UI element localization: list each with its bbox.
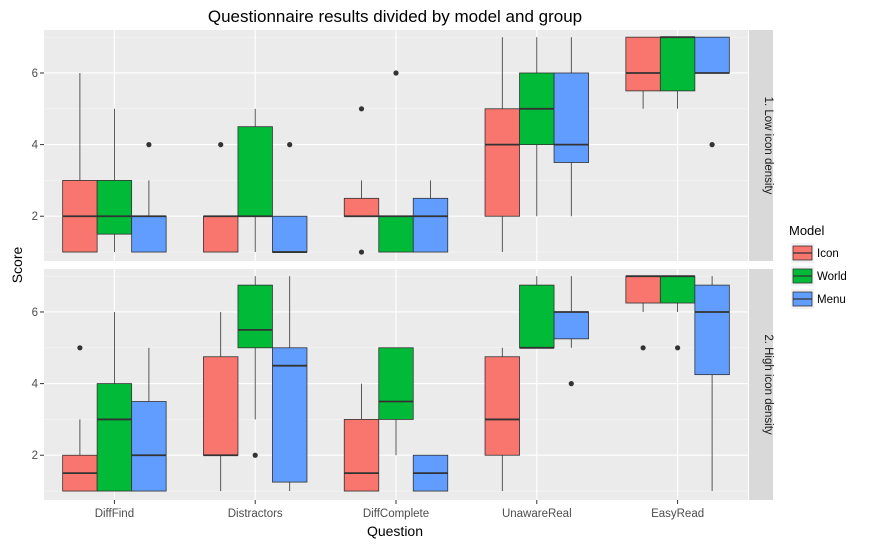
- legend-label-menu: Menu: [817, 294, 846, 306]
- facet-strip: [749, 30, 773, 261]
- box-menu: [272, 215, 308, 253]
- y-tick-label: 6: [32, 68, 38, 80]
- box-icon: [625, 36, 661, 92]
- y-tick-label: 4: [32, 379, 39, 391]
- box-world: [96, 383, 133, 492]
- box-world: [659, 36, 696, 92]
- x-axis-title: Question: [367, 523, 423, 539]
- y-tick-label: 2: [32, 450, 38, 462]
- box-world: [237, 284, 273, 349]
- outlier-point: [77, 345, 83, 351]
- x-tick-label: DiffFind: [95, 508, 134, 520]
- box-icon: [203, 215, 239, 253]
- x-tick-label: Distractors: [228, 508, 283, 520]
- y-tick-label: 4: [32, 140, 39, 152]
- box-menu: [694, 36, 730, 74]
- box-world: [378, 215, 414, 253]
- outlier-point: [393, 70, 399, 76]
- outlier-point: [568, 381, 574, 387]
- box-icon: [343, 197, 380, 217]
- outlier-point: [358, 249, 365, 255]
- box-icon: [203, 356, 239, 456]
- x-tick-label: EasyRead: [651, 508, 704, 520]
- box-menu: [412, 197, 449, 253]
- box-world: [96, 180, 133, 235]
- box-world: [519, 284, 555, 349]
- chart-title: Questionnaire results divided by model a…: [208, 7, 582, 26]
- facet-strip: [749, 269, 773, 500]
- box-icon: [484, 356, 520, 456]
- y-axis-title: Score: [9, 247, 25, 284]
- box-world: [378, 347, 414, 420]
- outlier-point: [709, 142, 715, 148]
- box-world: [659, 275, 696, 304]
- box-menu: [131, 401, 167, 492]
- outlier-point: [287, 142, 293, 148]
- legend-label-world: World: [817, 271, 847, 283]
- legend-label-icon: Icon: [817, 248, 839, 260]
- facet-label: 1. Low icon density: [762, 97, 774, 195]
- box-icon: [625, 275, 661, 304]
- box-icon: [343, 419, 380, 492]
- x-tick-label: UnawareReal: [502, 508, 572, 520]
- box-menu: [694, 284, 730, 376]
- outlier-point: [358, 106, 365, 112]
- box-icon: [484, 108, 520, 217]
- legend-title: Model: [789, 223, 825, 238]
- facet-label: 2. High icon density: [762, 334, 774, 435]
- y-tick-label: 2: [32, 211, 38, 223]
- outlier-point: [252, 452, 258, 458]
- box-menu: [553, 72, 589, 163]
- y-tick-label: 6: [32, 307, 38, 319]
- box-menu: [553, 311, 589, 340]
- outlier-point: [640, 345, 646, 351]
- box-menu: [272, 347, 308, 483]
- outlier-point: [675, 345, 681, 351]
- x-tick-label: DiffComplete: [363, 508, 429, 520]
- outlier-point: [146, 142, 152, 148]
- box-menu: [131, 215, 167, 253]
- box-world: [237, 126, 273, 217]
- outlier-point: [218, 142, 224, 148]
